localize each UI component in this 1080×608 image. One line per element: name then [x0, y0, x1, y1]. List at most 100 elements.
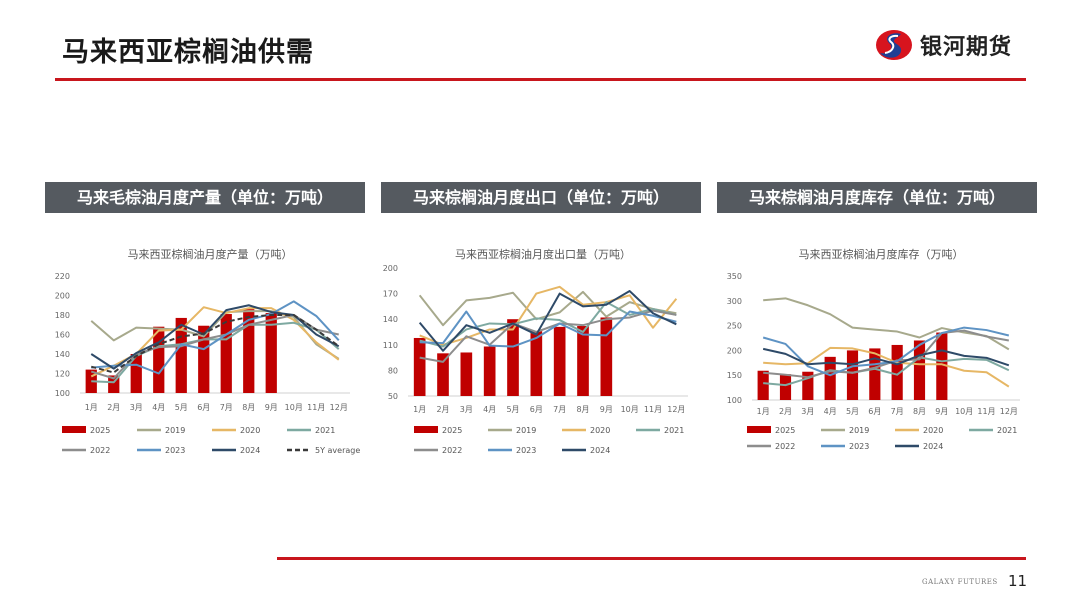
brand-logo: 银河期货: [874, 27, 1012, 63]
y-tick-label: 150: [727, 371, 742, 380]
x-tick-label: 2月: [779, 407, 792, 416]
bar-2025-3月: [802, 371, 814, 400]
x-tick-label: 9月: [935, 407, 948, 416]
series-line-2019: [763, 297, 1010, 351]
y-tick-label: 200: [727, 346, 742, 355]
bar-2025-2月: [108, 375, 120, 393]
y-tick-label: 140: [383, 315, 398, 324]
legend-label: 2020: [590, 426, 610, 435]
export-chart: 马来西亚棕榈油月度出口量（万吨） 50 80 110 140 170 200 1月 2月 3月 4月…: [383, 247, 688, 455]
bar-2025-9月: [936, 332, 948, 400]
series-line-2021: [763, 356, 1010, 387]
section-header-stock: 马来棕榈油月度库存（单位：万吨）: [717, 182, 1037, 213]
x-tick-label: 9月: [600, 405, 613, 414]
x-tick-label: 7月: [553, 405, 566, 414]
legend-label: 2019: [165, 426, 185, 435]
brand-name: 银河期货: [920, 35, 1013, 60]
legend-label: 2020: [240, 426, 260, 435]
bar-2025-8月: [913, 340, 926, 400]
series-line-2023: [91, 300, 340, 375]
legend-label: 2019: [516, 426, 536, 435]
y-tick-label: 170: [383, 290, 398, 299]
x-tick-label: 3月: [130, 403, 143, 412]
y-tick-label: 80: [388, 366, 398, 375]
stock-chart: 马来西亚棕榈油月度库存（万吨） 100 150 200 250 300 350 1月 2月 3月 4…: [727, 247, 1020, 451]
bar-2025-9月: [265, 313, 277, 393]
bar-2025-7月: [891, 344, 903, 400]
series-line-2024: [762, 347, 1010, 367]
legend-label: 2023: [165, 446, 185, 455]
y-tick-label: 110: [383, 341, 398, 350]
y-tick-label: 100: [55, 389, 70, 398]
legend-swatch-2025: [747, 426, 771, 433]
legend-label: 2023: [516, 446, 536, 455]
x-tick-label: 12月: [667, 405, 685, 414]
x-tick-label: 2月: [436, 405, 449, 414]
legend-label: 2025: [442, 426, 462, 435]
legend-label: 2024: [923, 442, 943, 451]
x-tick-label: 8月: [576, 405, 589, 414]
y-tick-label: 160: [55, 331, 70, 340]
production-chart: 马来西亚棕榈油月度产量（万吨） 100 120 140 160 180 200 220 1月 2月…: [55, 247, 361, 455]
x-tick-label: 7月: [220, 403, 233, 412]
bar-2025-9月: [600, 317, 613, 396]
x-tick-label: 5月: [506, 405, 519, 414]
legend-label: 2022: [442, 446, 462, 455]
x-tick-label: 10月: [955, 407, 973, 416]
bar-2025-8月: [243, 309, 255, 393]
y-tick-label: 140: [55, 350, 70, 359]
series-line-5Y-average: [90, 314, 340, 374]
x-tick-label: 6月: [530, 405, 543, 414]
legend-swatch-2025: [62, 426, 86, 433]
legend-label: 2021: [315, 426, 335, 435]
x-tick-label: 1月: [85, 403, 98, 412]
series-line-2021: [419, 301, 677, 348]
legend-label: 2025: [90, 426, 110, 435]
bar-2025-1月: [85, 369, 97, 393]
legend-label: 2023: [849, 442, 869, 451]
series-line-2021: [91, 321, 340, 384]
x-tick-label: 6月: [197, 403, 210, 412]
footer-divider: [277, 557, 1026, 560]
bar-2025-4月: [824, 356, 836, 400]
bar-2025-2月: [779, 374, 792, 400]
legend-label: 5Y average: [315, 446, 360, 455]
bar-2025-6月: [198, 325, 210, 393]
x-tick-label: 10月: [621, 405, 639, 414]
x-tick-label: 7月: [891, 407, 904, 416]
series-line-2024: [418, 290, 677, 352]
bar-2025-7月: [220, 314, 232, 393]
bar-2025-7月: [553, 326, 566, 396]
bar-2025-3月: [130, 354, 142, 393]
page-title: 马来西亚棕榈油供需: [62, 37, 314, 68]
legend-label: 2022: [90, 446, 110, 455]
x-tick-label: 11月: [307, 403, 325, 412]
header-divider: [55, 78, 1026, 81]
series-line-2022: [419, 309, 677, 363]
y-tick-label: 300: [727, 297, 742, 306]
chart-title: 马来西亚棕榈油月度产量（万吨）: [128, 247, 293, 261]
x-tick-label: 4月: [483, 405, 496, 414]
x-tick-label: 11月: [644, 405, 662, 414]
y-tick-label: 50: [388, 392, 398, 401]
section-header-production: 马来毛棕油月度产量（单位：万吨）: [45, 182, 365, 213]
y-tick-label: 350: [727, 272, 742, 281]
y-tick-label: 200: [383, 264, 398, 273]
bar-2025-4月: [483, 346, 496, 396]
x-tick-label: 1月: [413, 405, 426, 414]
legend-label: 2022: [775, 442, 795, 451]
y-tick-label: 120: [55, 370, 70, 379]
x-tick-label: 3月: [801, 407, 814, 416]
page-number: 11: [1008, 572, 1028, 590]
y-tick-label: 220: [55, 272, 70, 281]
x-tick-label: 8月: [242, 403, 255, 412]
x-tick-label: 3月: [460, 405, 473, 414]
y-tick-label: 180: [55, 311, 70, 320]
chart-title: 马来西亚棕榈油月度库存（万吨）: [799, 247, 964, 261]
x-tick-label: 12月: [1000, 407, 1018, 416]
bar-2025-5月: [507, 319, 519, 396]
bar-2025-5月: [175, 317, 187, 393]
y-tick-label: 100: [727, 396, 742, 405]
x-tick-label: 12月: [330, 403, 348, 412]
